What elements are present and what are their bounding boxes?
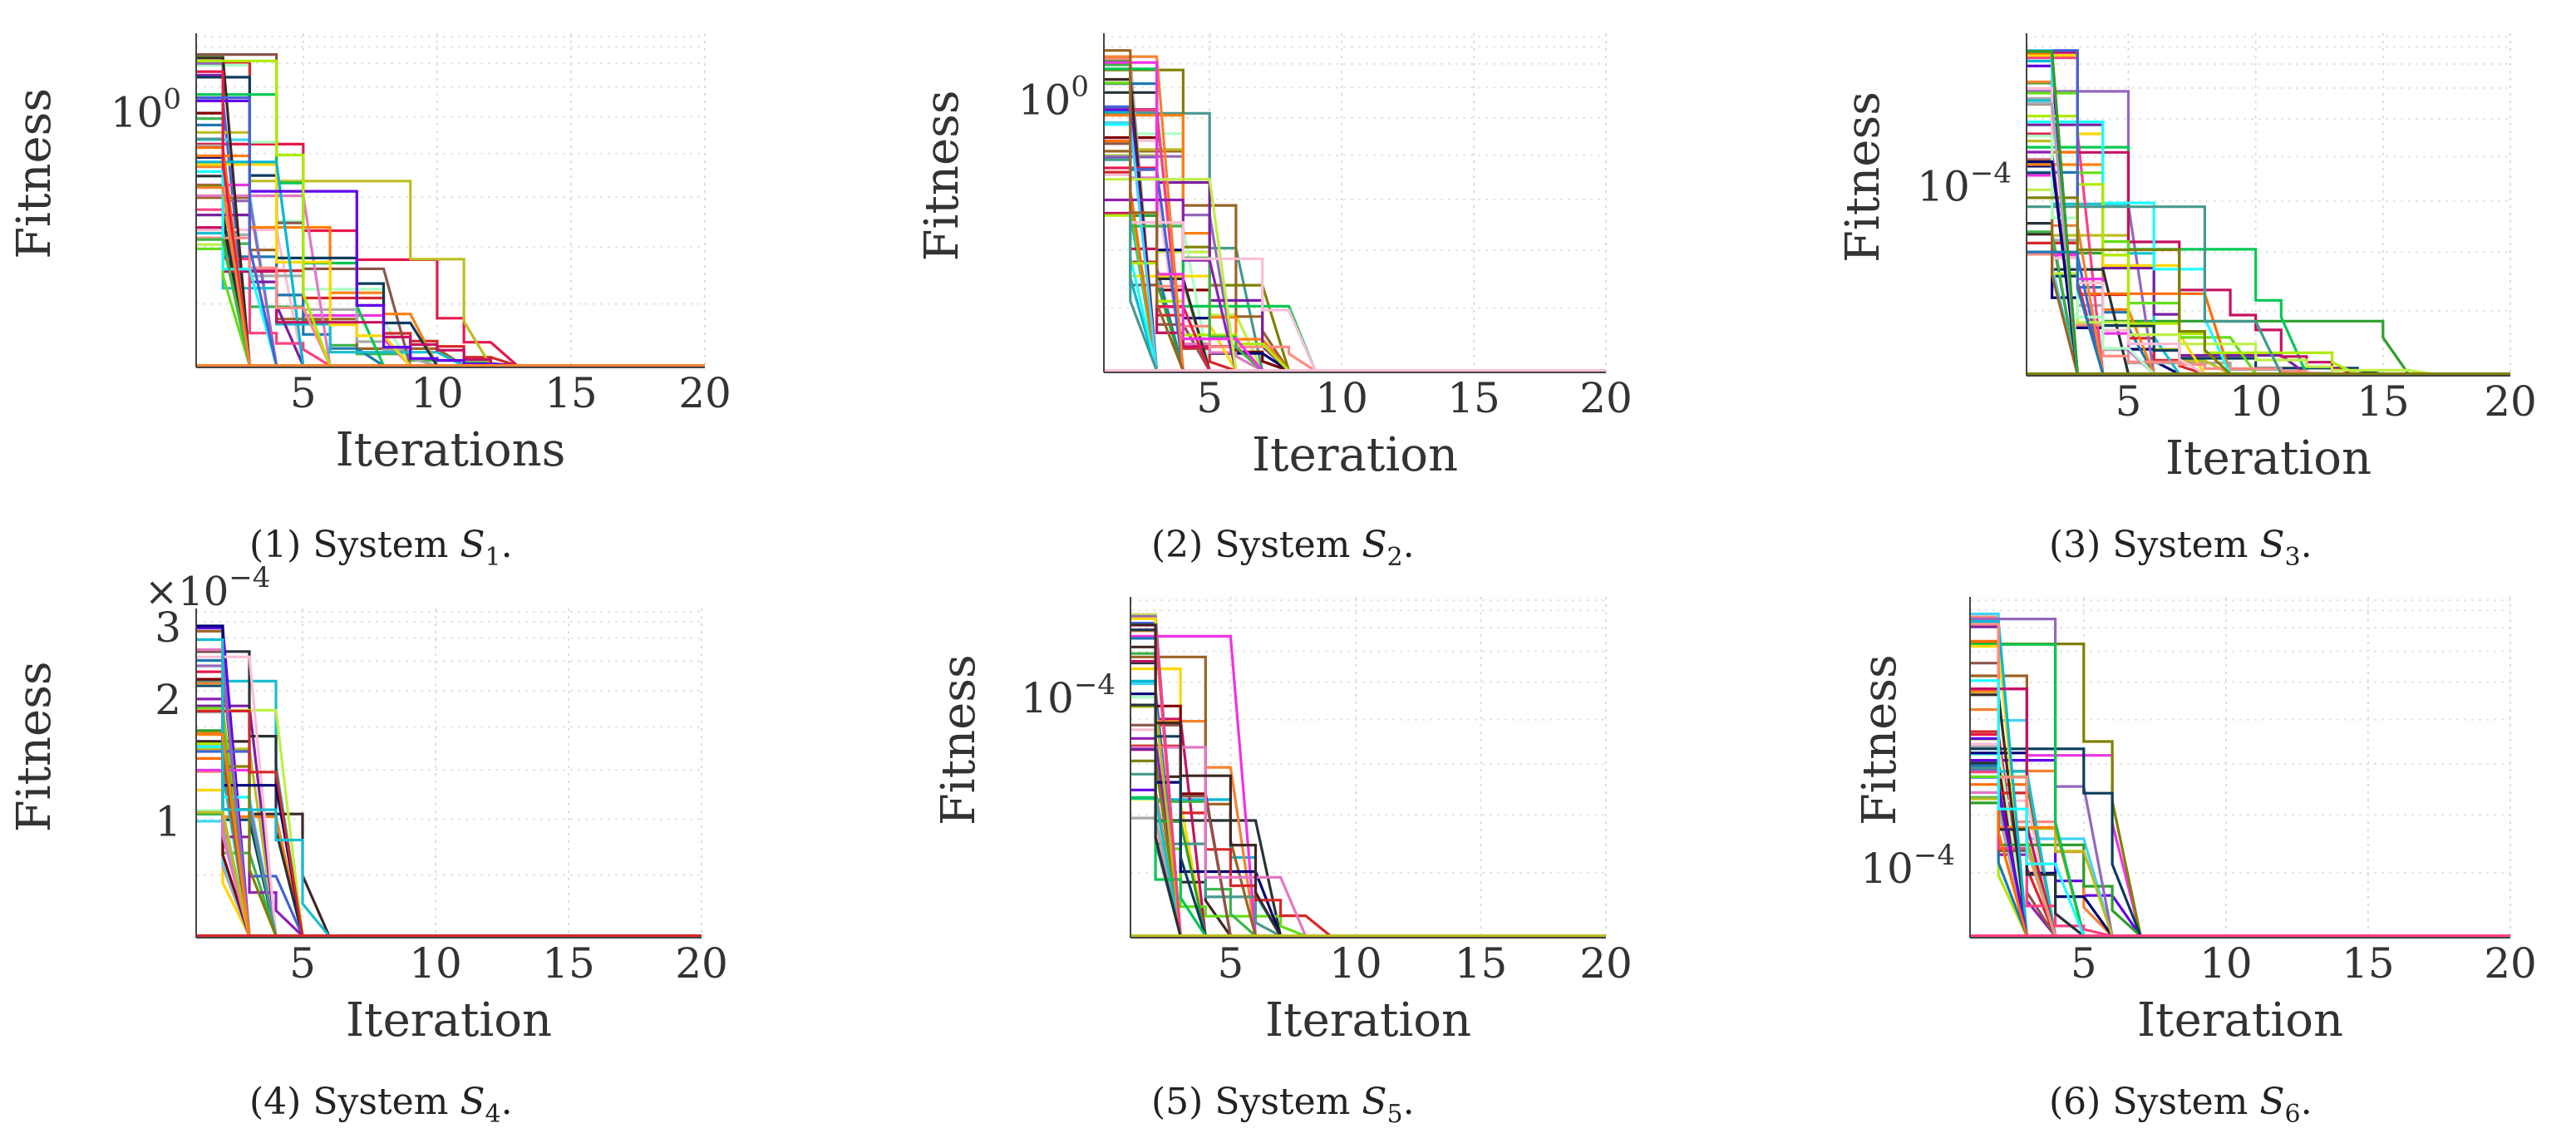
y-tick-label: 100 [111, 82, 181, 136]
x-tick-label: 20 [675, 939, 728, 988]
caption-s3: (3) System S3. [2049, 524, 2312, 572]
series-lines [2027, 49, 2510, 376]
series-lines [196, 52, 705, 367]
x-tick-label: 15 [1447, 374, 1500, 422]
series-lines [1130, 613, 1606, 938]
y-axis-label: Fitness [7, 88, 62, 259]
y-axis-label: Fitness [1836, 91, 1890, 263]
caption-s2: (2) System S2. [1151, 524, 1415, 572]
y-tick-label: 10−4 [1917, 156, 2012, 210]
x-axis-label: Iteration [1265, 993, 1471, 1047]
x-tick-label: 20 [1579, 374, 1633, 422]
caption-s5: (5) System S5. [1151, 1081, 1415, 1129]
x-tick-label: 20 [2484, 939, 2537, 988]
y-tick-label: 1 [155, 797, 181, 845]
y-axis-label: Fitness [915, 90, 969, 261]
series-line [2027, 54, 2510, 376]
series-line [2027, 188, 2510, 376]
x-tick-label: 5 [1196, 374, 1223, 422]
plot-area [1130, 597, 1606, 938]
subplot-system-s1: 5 10 15 20 100 Iterations Fitness [7, 33, 731, 477]
series-line [1104, 111, 1606, 372]
series-line [2027, 51, 2510, 376]
series-line [2027, 86, 2510, 376]
y-axis-label: Fitness [932, 654, 986, 825]
x-tick-label: 10 [1329, 939, 1382, 988]
x-tick-label: 10 [411, 369, 464, 417]
x-tick-label: 5 [289, 939, 316, 988]
y-axis-label: Fitness [7, 661, 62, 832]
x-tick-label: 20 [678, 369, 731, 417]
y-tick-label: 2 [155, 676, 181, 724]
series-line [2027, 145, 2510, 376]
y-axis-label: Fitness [1853, 654, 1907, 825]
y-tick-label: 3 [155, 604, 181, 652]
subplot-system-s4: 5 10 15 20 3 2 1 ×10−4 Iteration Fitness [7, 561, 728, 1047]
series-lines [1104, 49, 1606, 372]
x-axis-label: Iteration [1252, 428, 1458, 482]
x-tick-label: 10 [409, 939, 462, 988]
y-tick-label: 100 [1018, 71, 1089, 125]
series-line [1104, 61, 1606, 372]
series-line [1130, 746, 1606, 938]
caption-s6: (6) System S6. [2049, 1081, 2312, 1129]
series-line [196, 142, 705, 367]
plot-area [1970, 597, 2510, 938]
caption-s4: (4) System S4. [249, 1081, 513, 1129]
subplot-system-s2: 5 10 15 20 100 Iteration Fitness [915, 33, 1633, 482]
x-tick-label: 15 [542, 939, 595, 988]
series-line [1970, 747, 2510, 938]
x-tick-label: 5 [1218, 939, 1244, 988]
series-lines [196, 624, 702, 938]
x-tick-label: 15 [2342, 939, 2395, 988]
caption-s1: (1) System S1. [249, 524, 513, 572]
x-tick-label: 10 [1315, 374, 1368, 422]
x-tick-label: 15 [2357, 377, 2410, 426]
x-tick-label: 15 [1455, 939, 1508, 988]
x-tick-label: 5 [2115, 377, 2142, 426]
series-line [2027, 123, 2510, 376]
series-lines [1970, 612, 2510, 938]
series-line [1970, 679, 2510, 938]
grid [196, 608, 702, 938]
subplot-system-s6: 5 10 15 20 10−4 Iteration Fitness [1853, 597, 2537, 1047]
x-tick-label: 20 [1579, 939, 1633, 988]
plot-area [196, 608, 702, 938]
x-tick-label: 5 [2071, 939, 2097, 988]
series-line [2027, 134, 2510, 376]
subplot-system-s5: 5 10 15 20 10−4 Iteration Fitness [932, 597, 1633, 1047]
x-tick-label: 15 [544, 369, 598, 417]
x-tick-label: 20 [2484, 377, 2537, 426]
series-line [2027, 196, 2510, 376]
x-axis-label: Iterations [336, 423, 566, 477]
x-tick-label: 5 [290, 369, 317, 417]
series-line [196, 638, 702, 938]
series-line [196, 99, 705, 367]
subplot-system-s3: 5 10 15 20 10−4 Iteration Fitness [1836, 33, 2537, 485]
x-axis-label: Iteration [2165, 431, 2372, 485]
x-tick-label: 10 [2199, 939, 2253, 988]
y-exponent-label: ×10−4 [145, 561, 270, 615]
series-line [1104, 150, 1606, 372]
x-axis-label: Iteration [346, 993, 552, 1047]
series-line [196, 59, 705, 367]
x-tick-label: 10 [2229, 377, 2283, 426]
y-tick-label: 10−4 [1860, 839, 1955, 893]
x-axis-label: Iteration [2137, 993, 2343, 1047]
series-line [2027, 253, 2510, 376]
y-tick-label: 10−4 [1021, 668, 1116, 722]
